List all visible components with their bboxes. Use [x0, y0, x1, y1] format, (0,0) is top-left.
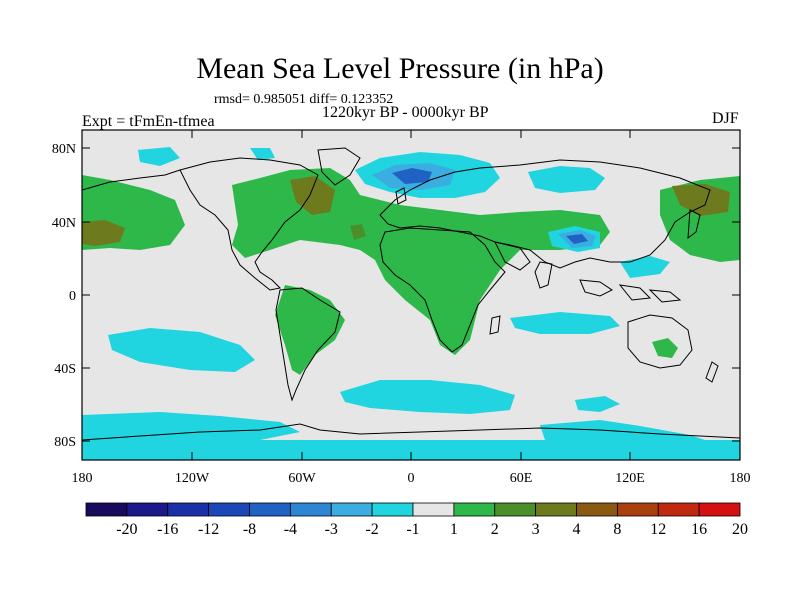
anomaly-negative-core-tibet	[566, 234, 588, 244]
colorbar-label: -3	[325, 521, 338, 538]
anomaly-negative-south-pacific	[108, 328, 255, 372]
colorbar-label: -1	[406, 521, 419, 538]
lat-label: 80S	[54, 435, 76, 450]
colorbar-label: -16	[157, 521, 178, 538]
colorbar-swatch	[576, 502, 618, 517]
lon-labels: 180 120W 60W 0 60E 120E 180	[72, 471, 751, 486]
colorbar-label: 16	[691, 521, 707, 538]
lat-label: 40N	[52, 216, 76, 231]
map-title: Mean Sea Level Pressure (in hPa)	[196, 52, 604, 85]
anomaly-negative-southern-ocean-east	[575, 396, 620, 412]
anomaly-positive-strong-pacific	[82, 220, 125, 246]
colorbar-label: 8	[613, 521, 621, 538]
colorbar-swatch	[85, 502, 128, 517]
colorbar-swatch	[657, 502, 700, 517]
colorbar-label: -12	[198, 521, 219, 538]
coastline-europe-asia	[379, 159, 711, 269]
colorbar-swatch	[330, 502, 373, 517]
colorbar-swatch	[535, 502, 577, 517]
axis-ticks	[81, 130, 741, 460]
coastline-madagascar	[489, 315, 501, 335]
colorbar-label: 2	[491, 521, 499, 538]
anomaly-positive-australia	[652, 338, 678, 358]
anomaly-positive-strong-east-asia	[672, 184, 730, 216]
colorbar-label: 3	[532, 521, 540, 538]
coastline-arabia-india	[494, 241, 553, 289]
anomaly-negative-core-europe	[392, 168, 432, 184]
lat-labels: 80N 40N 0 40S 80S	[52, 142, 76, 450]
coastline-africa	[379, 227, 506, 353]
anomaly-negative-indian-ocean	[510, 312, 620, 334]
anomaly-positive-mid-atlantic	[350, 224, 366, 240]
colorbar-swatch	[126, 502, 169, 517]
anomaly-negative-arctic-pacific	[138, 147, 180, 166]
anomaly-negative-siberia	[528, 166, 605, 193]
colorbar-swatch	[698, 502, 741, 517]
stats-label: rmsd= 0.985051 diff= 0.123352	[214, 92, 394, 107]
colorbar-swatch	[249, 502, 291, 517]
colorbar-label: 1	[450, 521, 458, 538]
season-label: DJF	[712, 110, 739, 127]
anomaly-negative-antarctica-edge	[82, 440, 740, 460]
coastline-se-asia-islands	[579, 279, 682, 303]
colorbar-swatch	[616, 502, 659, 517]
anomaly-field	[82, 147, 740, 460]
coastline-new-zealand	[705, 361, 719, 383]
lon-label: 0	[408, 471, 415, 486]
colorbar-label: -2	[365, 521, 378, 538]
colorbar-swatch	[453, 502, 496, 517]
colorbar-swatch	[371, 502, 414, 517]
lon-label: 60E	[510, 471, 533, 486]
lon-label: 180	[72, 471, 93, 486]
lon-label: 120E	[615, 471, 645, 486]
colorbar-label: -20	[116, 521, 137, 538]
coastline-antarctica	[82, 423, 740, 441]
anomaly-positive-north-america-atlantic	[232, 168, 610, 355]
coastline-north-america	[179, 157, 319, 291]
coastline-south-america	[275, 287, 341, 402]
colorbar-label: 20	[732, 521, 748, 538]
lat-label: 0	[69, 289, 76, 304]
anomaly-negative-arctic-canada	[250, 148, 275, 160]
lat-label: 40S	[54, 362, 76, 377]
lat-label: 80N	[52, 142, 76, 157]
colorbar-swatch	[412, 502, 455, 517]
anomaly-positive-strong-north-atlantic	[290, 176, 335, 215]
colorbar-label: -4	[284, 521, 297, 538]
lon-label: 120W	[175, 471, 210, 486]
colorbar-label: -8	[243, 521, 256, 538]
coastline-uk	[395, 187, 407, 205]
period-label: 1220kyr BP - 0000kyr BP	[322, 104, 489, 121]
colorbar-swatch	[289, 502, 332, 517]
lon-label: 180	[730, 471, 751, 486]
coastline-alaska	[82, 169, 181, 191]
colorbar-swatch	[167, 502, 210, 517]
coastlines	[82, 147, 740, 441]
colorbar-labels: -20 -16 -12 -8 -4 -3 -2 -1 1 2 3 4 8 12 16 20	[116, 521, 748, 538]
colorbar-label: 4	[573, 521, 581, 538]
coastline-japan	[687, 209, 701, 240]
colorbar-swatch	[494, 502, 537, 517]
colorbar-swatch	[208, 502, 250, 517]
anomaly-negative-south-atlantic	[340, 380, 515, 414]
experiment-label: Expt = tFmEn-tfmea	[82, 113, 215, 130]
colorbar	[85, 502, 741, 517]
anomaly-positive-south-america	[275, 285, 345, 375]
coastline-greenland	[317, 147, 361, 186]
lon-label: 60W	[288, 471, 316, 486]
colorbar-label: 12	[650, 521, 666, 538]
coastline-australia	[627, 314, 693, 369]
